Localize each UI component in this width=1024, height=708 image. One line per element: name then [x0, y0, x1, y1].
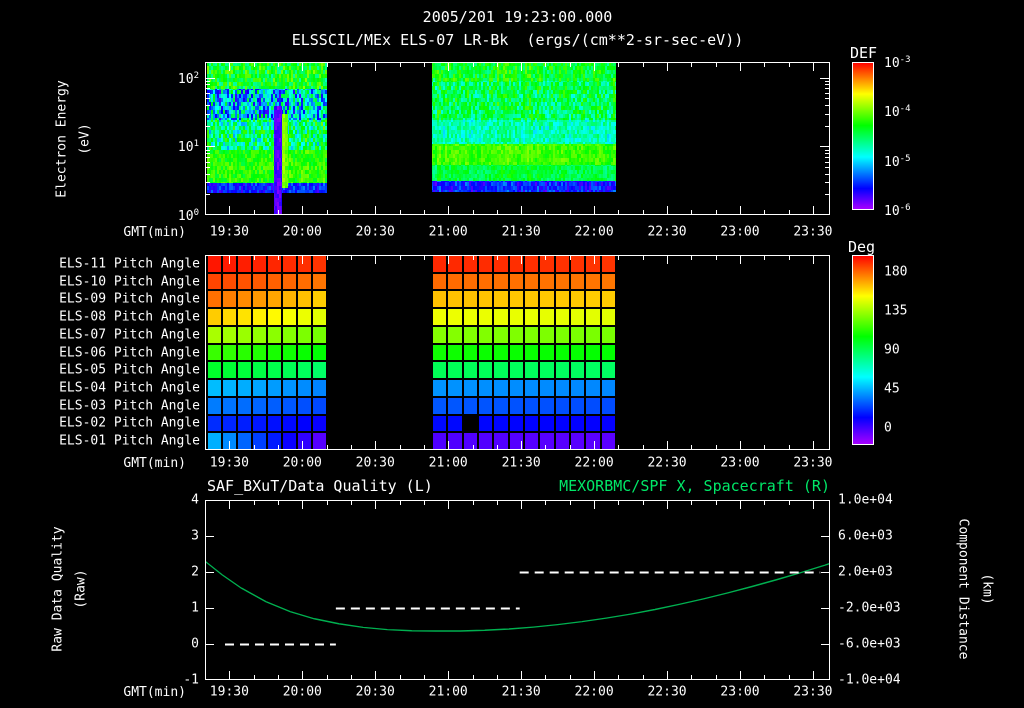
panel3-right-title: MEXORBMC/SPF X, Spacecraft (R) — [559, 477, 830, 495]
panel3-x-axis-label: GMT(min) — [123, 685, 186, 700]
pitch-row-label: ELS-03 Pitch Angle — [59, 398, 200, 414]
x-tick-label: 23:00 — [720, 455, 760, 471]
x-tick-label: 21:00 — [428, 684, 468, 700]
deg-colorbar-tick-label: 0 — [884, 420, 892, 436]
panel3-right-y-axis-units: (km) — [979, 573, 995, 605]
x-tick-label: 19:30 — [209, 455, 249, 471]
quality-y-tick-label: 3 — [191, 528, 199, 544]
distance-y-tick-label: -2.0e+03 — [838, 600, 901, 616]
flux-colorbar-tick-label: 10-3 — [884, 54, 911, 72]
quality-y-tick-label: 2 — [191, 564, 199, 580]
energy-y-tick-label: 102 — [177, 70, 199, 87]
quality-y-tick-label: 0 — [191, 636, 199, 652]
x-tick-label: 22:00 — [574, 455, 614, 471]
energy-y-tick-label: 100 — [177, 207, 199, 225]
panel3-left-y-axis-units: (Raw) — [73, 569, 89, 609]
x-tick-label: 19:30 — [209, 684, 249, 700]
deg-colorbar-tick-label: 45 — [884, 381, 900, 397]
panel1-x-axis-label: GMT(min) — [123, 225, 186, 240]
x-tick-label: 23:00 — [720, 224, 760, 240]
pitch-row-label: ELS-11 Pitch Angle — [59, 256, 200, 272]
x-tick-label: 22:00 — [574, 224, 614, 240]
x-tick-label: 20:30 — [355, 224, 395, 240]
x-tick-label: 20:30 — [355, 684, 395, 700]
energy-y-tick-label: 101 — [177, 139, 199, 156]
flux-colorbar-canvas — [852, 62, 874, 210]
pitch-row-label: ELS-10 Pitch Angle — [59, 274, 200, 290]
deg-colorbar-tick-label: 135 — [884, 303, 908, 319]
x-tick-label: 20:00 — [282, 455, 322, 471]
flux-colorbar-tick-label: 10-6 — [884, 202, 911, 220]
x-tick-label: 23:30 — [793, 684, 833, 700]
x-tick-label: 19:30 — [209, 224, 249, 240]
x-tick-label: 21:30 — [501, 684, 541, 700]
flux-colorbar-title: DEF — [850, 44, 878, 62]
pitch-row-label: ELS-02 Pitch Angle — [59, 415, 200, 431]
distance-y-tick-label: 2.0e+03 — [838, 564, 893, 580]
x-tick-label: 21:00 — [428, 224, 468, 240]
quality-y-tick-label: -1 — [183, 672, 199, 688]
x-tick-label: 20:00 — [282, 224, 322, 240]
quality-distance-canvas — [205, 500, 830, 680]
pitch-row-label: ELS-06 Pitch Angle — [59, 345, 200, 360]
panel1-y-axis-units: (eV) — [77, 123, 93, 155]
x-tick-label: 23:30 — [793, 455, 833, 471]
flux-colorbar-tick-label: 10-4 — [884, 104, 911, 121]
x-tick-label: 22:00 — [574, 684, 614, 700]
x-tick-label: 20:30 — [355, 455, 395, 471]
x-tick-label: 21:30 — [501, 455, 541, 471]
deg-colorbar-title: Deg — [848, 238, 876, 256]
pitch-row-label: ELS-08 Pitch Angle — [59, 309, 200, 325]
x-tick-label: 21:00 — [428, 455, 468, 471]
x-tick-label: 20:00 — [282, 684, 322, 700]
energy-spectrogram-canvas — [205, 62, 830, 215]
distance-y-tick-label: 1.0e+04 — [838, 492, 893, 508]
x-tick-label: 22:30 — [647, 224, 687, 240]
distance-y-tick-label: -6.0e+03 — [838, 636, 901, 652]
x-tick-label: 23:00 — [720, 684, 760, 700]
panel1-y-axis-label: Electron Energy — [54, 80, 70, 198]
pitch-angle-canvas — [205, 255, 830, 450]
deg-colorbar-canvas — [852, 255, 874, 445]
panel2-x-axis-label: GMT(min) — [123, 456, 186, 471]
pitch-row-label: ELS-01 Pitch Angle — [59, 433, 200, 449]
flux-colorbar-tick-label: 10-5 — [884, 153, 911, 170]
quality-y-tick-label: 1 — [191, 600, 199, 616]
x-tick-label: 22:30 — [647, 684, 687, 700]
deg-colorbar-tick-label: 180 — [884, 264, 908, 280]
plot-title: ELSSCIL/MEx ELS-07 LR-Bk (ergs/(cm**2-sr… — [291, 31, 744, 49]
distance-y-tick-label: -1.0e+04 — [838, 672, 901, 688]
pitch-row-label: ELS-04 Pitch Angle — [59, 380, 200, 396]
page-title: 2005/201 19:23:00.000 — [422, 8, 613, 26]
distance-y-tick-label: 6.0e+03 — [838, 528, 893, 544]
pitch-row-label: ELS-07 Pitch Angle — [59, 327, 200, 343]
x-tick-label: 23:30 — [793, 224, 833, 240]
pitch-row-label: ELS-09 Pitch Angle — [59, 291, 200, 307]
x-tick-label: 22:30 — [647, 455, 687, 471]
pitch-row-label: ELS-05 Pitch Angle — [59, 362, 200, 378]
x-tick-label: 21:30 — [501, 224, 541, 240]
panel3-right-y-axis-label: Component Distance — [955, 518, 971, 660]
panel3-left-y-axis-label: Raw Data Quality — [50, 526, 66, 652]
deg-colorbar-tick-label: 90 — [884, 342, 900, 358]
panel3-left-title: SAF_BXuT/Data Quality (L) — [207, 477, 433, 495]
quality-y-tick-label: 4 — [191, 492, 199, 508]
